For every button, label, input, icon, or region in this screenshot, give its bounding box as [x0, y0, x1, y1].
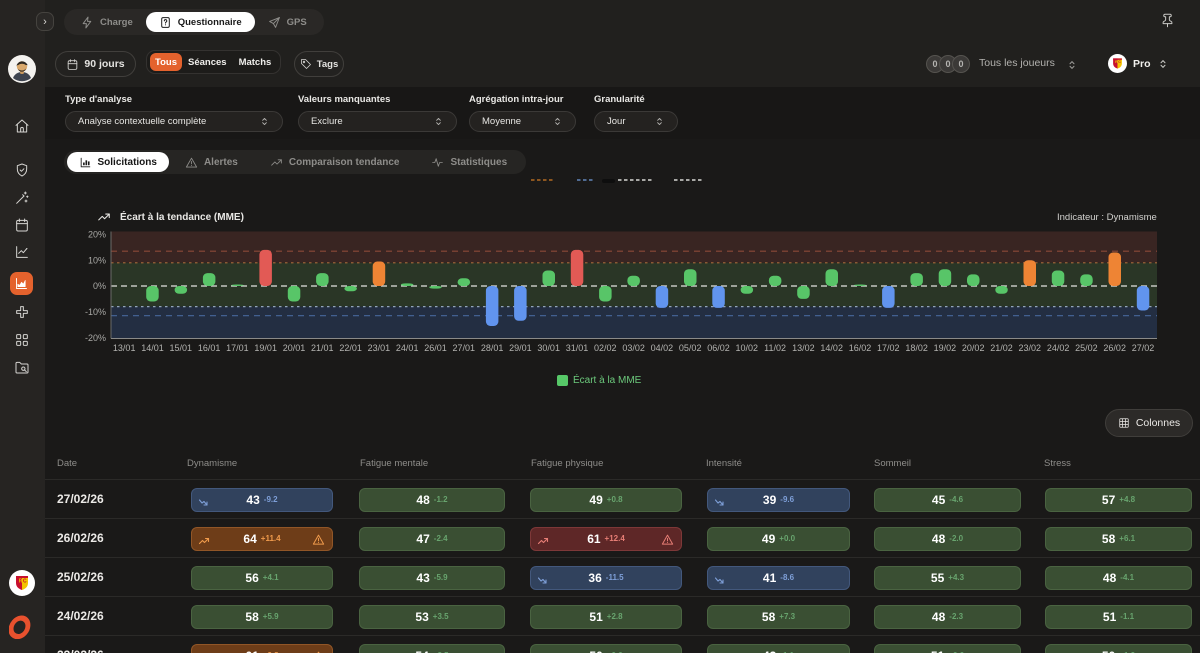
svg-text:19/02: 19/02: [934, 343, 957, 353]
svg-text:14/01: 14/01: [141, 343, 164, 353]
svg-text:R: R: [1115, 60, 1118, 64]
svg-text:16/02: 16/02: [849, 343, 872, 353]
svg-text:19/01: 19/01: [254, 343, 277, 353]
svg-text:11/02: 11/02: [764, 343, 786, 353]
svg-text:0%: 0%: [93, 281, 106, 291]
svg-text:15/01: 15/01: [170, 343, 193, 353]
svg-text:C: C: [23, 579, 27, 585]
svg-text:05/02: 05/02: [679, 343, 702, 353]
svg-text:20/01: 20/01: [283, 343, 306, 353]
svg-text:20/02: 20/02: [962, 343, 985, 353]
svg-text:R: R: [19, 579, 23, 585]
svg-text:30/01: 30/01: [537, 343, 560, 353]
svg-text:24/02: 24/02: [1047, 343, 1070, 353]
svg-text:28/01: 28/01: [481, 343, 504, 353]
svg-text:21/01: 21/01: [311, 343, 334, 353]
svg-text:13/01: 13/01: [113, 343, 136, 353]
svg-text:23/02: 23/02: [1019, 343, 1042, 353]
svg-text:17/01: 17/01: [226, 343, 249, 353]
svg-text:24/01: 24/01: [396, 343, 419, 353]
svg-text:04/02: 04/02: [651, 343, 674, 353]
svg-text:17/02: 17/02: [877, 343, 900, 353]
svg-text:26/02: 26/02: [1103, 343, 1126, 353]
svg-text:21/02: 21/02: [990, 343, 1013, 353]
svg-text:29/01: 29/01: [509, 343, 532, 353]
svg-text:14/02: 14/02: [820, 343, 843, 353]
svg-text:03/02: 03/02: [622, 343, 645, 353]
svg-text:02/02: 02/02: [594, 343, 617, 353]
svg-text:31/01: 31/01: [566, 343, 589, 353]
svg-text:13/02: 13/02: [792, 343, 815, 353]
svg-text:-20%: -20%: [85, 333, 106, 343]
svg-text:22/01: 22/01: [339, 343, 362, 353]
svg-text:10%: 10%: [88, 255, 106, 265]
svg-text:16/01: 16/01: [198, 343, 221, 353]
svg-text:20%: 20%: [88, 230, 106, 240]
svg-text:26/01: 26/01: [424, 343, 447, 353]
svg-text:27/02: 27/02: [1132, 343, 1155, 353]
svg-text:23/01: 23/01: [368, 343, 391, 353]
svg-text:27/01: 27/01: [453, 343, 476, 353]
svg-text:-10%: -10%: [85, 307, 106, 317]
svg-text:06/02: 06/02: [707, 343, 730, 353]
svg-text:18/02: 18/02: [905, 343, 928, 353]
svg-text:C: C: [1118, 60, 1121, 64]
svg-text:10/02: 10/02: [736, 343, 759, 353]
svg-text:25/02: 25/02: [1075, 343, 1098, 353]
